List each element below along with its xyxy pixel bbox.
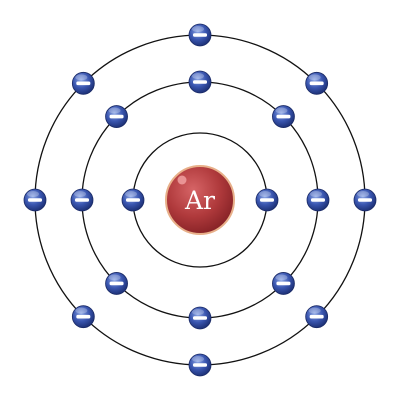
minus-sign-icon — [311, 198, 325, 202]
minus-sign-icon — [126, 198, 140, 202]
electron — [306, 188, 330, 212]
electron-shine — [192, 73, 204, 79]
electron — [70, 188, 94, 212]
electron-shine — [192, 356, 204, 362]
electron-shine — [27, 191, 39, 197]
electron-shine — [192, 26, 204, 32]
electron — [188, 306, 212, 330]
minus-sign-icon — [260, 198, 274, 202]
electron-shine — [108, 274, 121, 281]
nucleus: Ar — [165, 165, 235, 235]
electron-shine — [108, 107, 121, 114]
electron — [305, 305, 329, 329]
minus-sign-icon — [276, 281, 291, 286]
minus-sign-icon — [193, 316, 207, 320]
electron-shine — [74, 191, 86, 197]
electron — [188, 353, 212, 377]
minus-sign-icon — [28, 198, 42, 202]
minus-sign-icon — [75, 198, 89, 202]
nucleus-highlight — [177, 175, 187, 185]
electron — [272, 105, 295, 128]
electron — [188, 70, 212, 94]
electron — [23, 188, 47, 212]
minus-sign-icon — [309, 314, 324, 319]
electron-shine — [259, 191, 271, 197]
electron-shine — [125, 191, 137, 197]
electron-shine — [275, 107, 288, 114]
electron — [121, 188, 145, 212]
electron — [305, 71, 329, 95]
electron-shine — [357, 191, 369, 197]
minus-sign-icon — [276, 114, 291, 119]
minus-sign-icon — [109, 281, 124, 286]
electron — [353, 188, 377, 212]
electron — [71, 305, 95, 329]
electron — [255, 188, 279, 212]
minus-sign-icon — [76, 314, 91, 319]
electrons — [23, 23, 377, 377]
minus-sign-icon — [76, 81, 91, 86]
electron-shine — [75, 74, 88, 81]
electron — [272, 272, 295, 295]
electron — [71, 71, 95, 95]
minus-sign-icon — [193, 33, 207, 37]
minus-sign-icon — [109, 114, 124, 119]
electron-shine — [308, 74, 321, 81]
minus-sign-icon — [309, 81, 324, 86]
electron-shine — [275, 274, 288, 281]
electron-shine — [310, 191, 322, 197]
electron-shine — [192, 309, 204, 315]
minus-sign-icon — [193, 80, 207, 84]
electron — [105, 272, 128, 295]
electron-shine — [308, 307, 321, 314]
electron — [105, 105, 128, 128]
nucleus-symbol: Ar — [184, 186, 215, 215]
electron-shine — [75, 307, 88, 314]
minus-sign-icon — [193, 363, 207, 367]
electron — [188, 23, 212, 47]
minus-sign-icon — [358, 198, 372, 202]
